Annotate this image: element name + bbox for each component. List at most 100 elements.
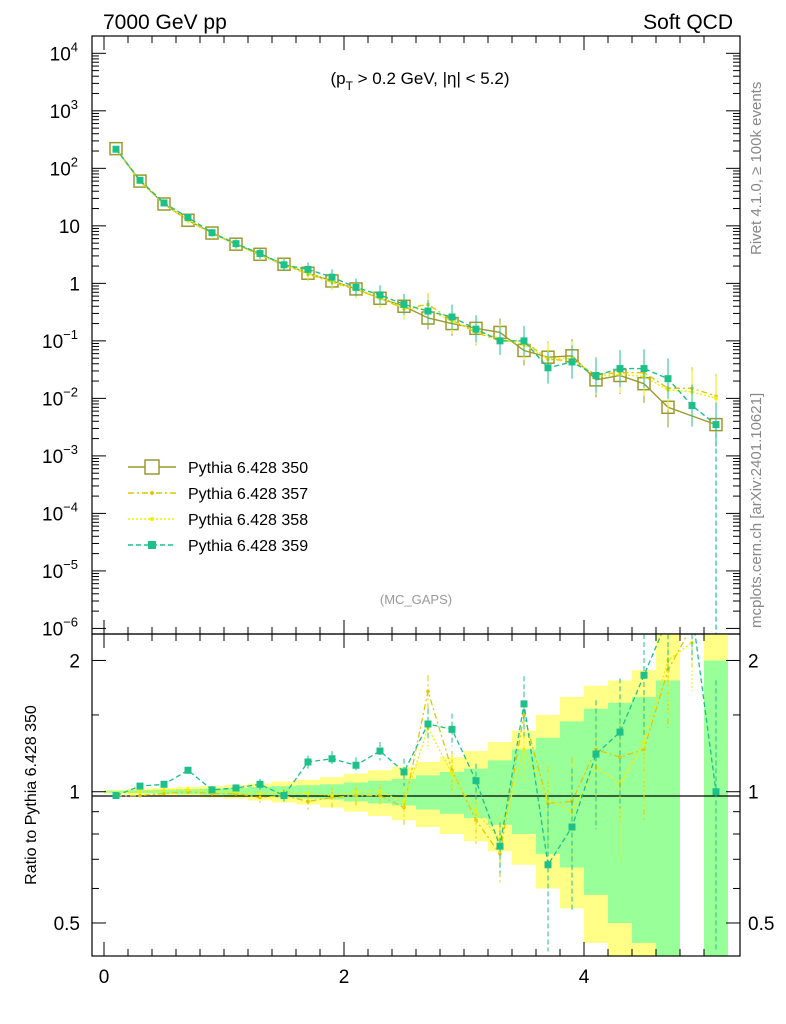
ratio-point <box>256 780 264 788</box>
legend-label: Pythia 6.428 350 <box>188 460 308 477</box>
series-line <box>115 148 717 426</box>
ratio-point <box>138 789 142 794</box>
ratio-point <box>304 758 312 766</box>
legend-label: Pythia 6.428 357 <box>188 486 308 503</box>
data-point <box>133 174 147 188</box>
data-point <box>640 365 648 373</box>
ratio-point <box>690 624 694 628</box>
analysis-watermark: (MC_GAPS) <box>380 592 452 607</box>
ratio-point <box>378 793 382 798</box>
ratio-y-tick-label-right: 1 <box>748 783 759 804</box>
data-point <box>232 240 240 248</box>
ratio-ticks: 0.5 0.5 1 1 2 2 0 2 4 <box>54 634 774 988</box>
uncertainty-band-green <box>488 760 512 825</box>
ratio-point <box>112 792 120 800</box>
ratio-point <box>400 768 408 776</box>
data-point <box>112 145 120 153</box>
ratio-point <box>712 788 720 796</box>
data-point <box>496 337 504 345</box>
ratio-point <box>448 725 456 733</box>
legend-marker <box>144 459 160 475</box>
data-point <box>568 358 576 366</box>
ratio-point <box>665 615 672 622</box>
ratio-point <box>568 823 576 831</box>
data-point <box>592 371 600 379</box>
ratio-y-tick-label-right: 2 <box>748 651 759 672</box>
ratio-point <box>642 747 646 752</box>
y-tick-label: 10−1 <box>42 327 78 353</box>
y-tick-label: 103 <box>50 97 78 123</box>
data-point <box>208 229 216 237</box>
data-point <box>688 402 696 410</box>
data-point <box>352 283 360 291</box>
uncertainty-band-green <box>416 775 440 810</box>
ratio-y-tick-label: 2 <box>69 651 80 672</box>
y-tick-label: 10 <box>59 217 80 238</box>
data-point <box>448 313 456 321</box>
y-tick-label: 1 <box>69 274 80 295</box>
data-point <box>280 261 288 269</box>
data-point <box>184 213 192 221</box>
ratio-point <box>306 791 310 796</box>
ratio-point <box>522 747 526 752</box>
ratio-point <box>402 799 406 804</box>
ratio-line <box>115 634 717 867</box>
data-point <box>520 337 528 345</box>
ratio-y-tick-label-right: 0.5 <box>748 914 774 935</box>
ratio-y-tick-label: 0.5 <box>54 914 80 935</box>
data-point <box>205 226 219 240</box>
ratio-point <box>642 740 646 744</box>
y-tick-label: 10−5 <box>42 557 78 583</box>
ratio-y-tick-label: 1 <box>69 783 80 804</box>
ratio-point <box>426 689 430 694</box>
ratio-panel: 0.5 0.5 1 1 2 2 0 2 4 Ratio to Pythia 6.428 350 <box>23 615 774 988</box>
y-tick-label: 10−4 <box>42 499 78 525</box>
ratio-point <box>544 861 552 869</box>
ratio-point <box>280 792 288 800</box>
ratio-point <box>474 809 478 814</box>
series-line <box>115 148 717 397</box>
ratio-point <box>424 720 432 728</box>
ratio-point <box>208 786 216 794</box>
y-tick-label: 104 <box>50 39 78 65</box>
ratio-point <box>616 728 624 736</box>
ratio-point <box>354 789 358 794</box>
data-point <box>109 141 123 156</box>
ratio-point <box>618 755 622 759</box>
legend: Pythia 6.428 350 Pythia 6.428 357 Pythia 6… <box>128 459 308 555</box>
data-point <box>472 325 480 333</box>
rivet-label: Rivet 4.1.0, ≥ 100k events <box>748 82 765 255</box>
ratio-frame <box>91 633 741 957</box>
ratio-point <box>186 788 190 792</box>
ratio-point <box>546 801 550 806</box>
ratio-point <box>640 671 648 679</box>
data-point <box>229 237 243 251</box>
ratio-point <box>184 766 192 774</box>
ratio-point <box>472 777 480 785</box>
series-line <box>115 148 717 400</box>
ratio-point <box>328 755 336 763</box>
y-tick-label: 10−6 <box>42 614 78 640</box>
data-point <box>714 396 718 401</box>
y-tick-label: 10−3 <box>42 442 78 468</box>
data-point <box>256 250 264 258</box>
header-right: Soft QCD <box>643 11 733 34</box>
legend-marker <box>148 541 156 549</box>
legend-label: Pythia 6.428 359 <box>188 538 308 555</box>
ratio-point <box>136 782 144 790</box>
ratio-point <box>520 700 528 708</box>
data-point <box>664 375 672 383</box>
data-point <box>376 291 384 299</box>
cut-annotation: (pT > 0.2 GeV, |η| < 5.2) <box>330 69 509 93</box>
data-point <box>157 197 171 211</box>
x-tick-label: 0 <box>99 967 110 988</box>
uncertainty-band-green <box>632 696 656 943</box>
data-point <box>616 365 624 373</box>
ratio-point <box>162 791 166 796</box>
mcplots-label: mcplots.cern.ch [arXiv:2401.10621] <box>748 393 765 628</box>
data-point <box>328 273 336 281</box>
data-point <box>400 300 408 308</box>
uncertainty-band-green <box>656 680 680 956</box>
